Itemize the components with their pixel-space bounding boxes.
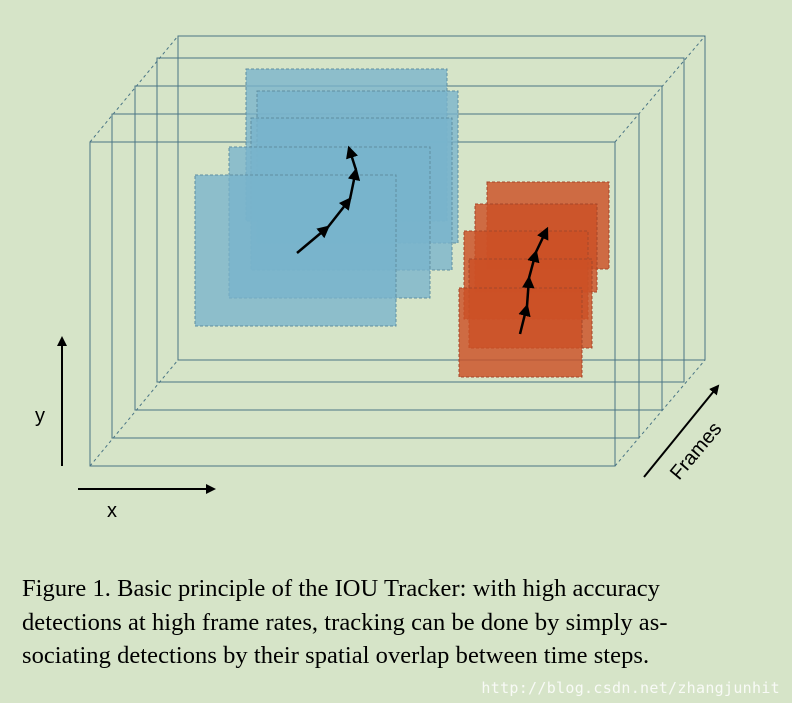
track-arrow	[296, 225, 330, 254]
blue-track	[296, 145, 361, 254]
track-arrow	[347, 167, 361, 200]
x-axis-label: x	[107, 500, 117, 522]
axes	[57, 336, 720, 494]
caption-line: Figure 1. Basic principle of the IOU Tra…	[22, 575, 660, 602]
blue-detections	[194, 68, 459, 327]
frames-axis-arrow	[643, 384, 720, 478]
track-arrow	[327, 197, 352, 228]
frame-outline	[156, 57, 685, 383]
iou-tracker-diagram: y x Frames	[35, 35, 726, 522]
figure-caption: Figure 1. Basic principle of the IOU Tra…	[22, 572, 752, 673]
track-arrow	[534, 226, 549, 253]
track-arrow	[522, 275, 535, 307]
blue-detection-box	[194, 174, 397, 327]
track-arrow	[518, 303, 531, 335]
watermark: http://blog.csdn.net/zhangjunhit	[481, 679, 780, 697]
volume-depth-lines	[89, 35, 706, 467]
caption-line: sociating detections by their spatial ov…	[22, 642, 650, 669]
track-arrow	[346, 145, 358, 171]
frame-outline	[177, 35, 706, 361]
track-arrow	[527, 249, 540, 279]
caption-line: detections at high frame rates, tracking…	[22, 608, 668, 636]
frames-axis-label: Frames	[666, 418, 726, 484]
red-track	[518, 226, 549, 335]
red-detections	[458, 181, 610, 378]
y-axis-label: y	[35, 405, 45, 427]
